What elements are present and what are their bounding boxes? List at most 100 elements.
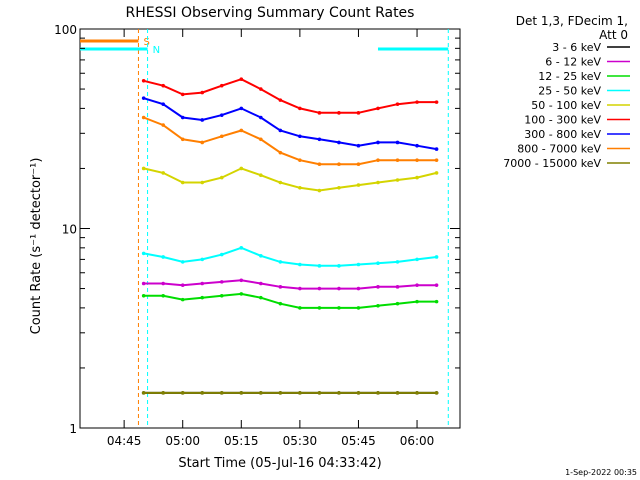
- series-6-point-7: [278, 128, 283, 133]
- series-7-point-4: [219, 134, 224, 139]
- legend-label-6: 300 - 800 keV: [524, 128, 601, 141]
- y-axis: 1 10 100: [54, 23, 460, 436]
- series-7-point-2: [180, 137, 185, 142]
- series-1-point-7: [278, 285, 283, 289]
- series-8-point-1: [161, 391, 165, 395]
- series-2-point-4: [219, 293, 224, 298]
- series-8-point-8: [298, 391, 302, 395]
- series-4-point-8: [298, 185, 302, 190]
- series-4-point-9: [317, 188, 322, 193]
- series-8-point-12: [376, 391, 380, 395]
- legend-label-3: 25 - 50 keV: [538, 85, 601, 98]
- series-6-point-11: [356, 143, 361, 148]
- series-8-point-10: [337, 391, 341, 395]
- series-4-point-7: [278, 180, 283, 185]
- series-6-point-8: [298, 134, 302, 139]
- footer-date: 1-Sep-2022 00:35: [565, 468, 637, 477]
- series-6-point-12: [376, 140, 380, 145]
- series-8-point-14: [415, 391, 419, 395]
- legend-label-5: 100 - 300 keV: [524, 114, 601, 127]
- series-5-point-14: [415, 100, 419, 104]
- series-2-point-1: [161, 293, 165, 298]
- series-2-point-9: [317, 306, 322, 310]
- series-2-point-0: [141, 293, 146, 298]
- y-tick-label-0: 1: [69, 422, 77, 436]
- series-3-point-3: [200, 257, 205, 262]
- series-2-point-3: [200, 295, 205, 300]
- series-1-point-15: [434, 283, 439, 287]
- series-2-point-11: [356, 306, 361, 310]
- series-7-point-13: [395, 158, 400, 162]
- series-7-point-11: [356, 162, 361, 167]
- x-axis: 04:45 05:00 05:15 05:30 05:45 06:00: [107, 29, 434, 448]
- plot-area: SN: [79, 28, 461, 429]
- series-4-point-0: [141, 166, 146, 171]
- series-6-point-5: [239, 106, 244, 111]
- series-4-point-6: [259, 173, 263, 177]
- series-3-point-0: [141, 251, 146, 256]
- series-7-point-1: [161, 123, 165, 127]
- series-5-point-12: [376, 106, 380, 111]
- series-6-point-1: [161, 102, 165, 106]
- series-8-point-3: [200, 391, 205, 395]
- legend-label-2: 12 - 25 keV: [538, 70, 601, 83]
- series-3-point-13: [395, 260, 400, 264]
- series-5-point-7: [278, 98, 283, 102]
- series-4-point-11: [356, 183, 361, 187]
- series-3-point-7: [278, 260, 283, 264]
- x-tick-label-0: 04:45: [107, 434, 142, 448]
- series-2-point-5: [239, 292, 244, 296]
- legend-label-1: 6 - 12 keV: [545, 56, 601, 69]
- x-tick-label-2: 05:15: [224, 434, 259, 448]
- series-5-point-11: [356, 111, 361, 115]
- series-1-point-14: [415, 283, 419, 287]
- series-line-6: [143, 97, 437, 151]
- series-6-point-3: [200, 118, 205, 122]
- legend-label-4: 50 - 100 keV: [531, 99, 601, 112]
- series-2-point-15: [434, 299, 439, 304]
- series-4-point-2: [180, 180, 185, 185]
- series-1-point-0: [141, 281, 146, 286]
- series-4-point-5: [239, 166, 244, 171]
- series-4-point-15: [434, 171, 439, 175]
- series-3-point-10: [337, 264, 341, 268]
- series-line-7: [143, 116, 437, 166]
- series-7-point-9: [317, 162, 322, 167]
- series-7-point-14: [415, 158, 419, 162]
- series-6-point-10: [337, 140, 341, 145]
- series-8-point-11: [356, 391, 361, 395]
- series-4-point-1: [161, 171, 165, 175]
- series-5-point-3: [200, 90, 205, 95]
- series-5-point-4: [219, 83, 224, 88]
- series-8-point-4: [219, 391, 224, 395]
- series-1-point-13: [395, 285, 400, 289]
- series-5-point-5: [239, 77, 244, 82]
- series-3-point-2: [180, 260, 185, 264]
- series-4-point-14: [415, 175, 419, 180]
- series-4-point-3: [200, 180, 205, 185]
- legend-header-line-2: Att 0: [599, 28, 628, 42]
- series-2-point-10: [337, 306, 341, 310]
- series-3-point-9: [317, 264, 322, 268]
- series-line-3: [143, 246, 437, 267]
- series-3-point-4: [219, 252, 224, 257]
- series-5-point-15: [434, 100, 439, 104]
- series-2-point-6: [259, 295, 263, 300]
- series-2-point-13: [395, 301, 400, 306]
- series-1-point-8: [298, 286, 302, 291]
- series-6-point-15: [434, 147, 439, 151]
- series-8-point-0: [141, 391, 146, 395]
- series-5-point-0: [141, 78, 146, 83]
- series-2-point-8: [298, 306, 302, 310]
- series-4-point-13: [395, 178, 400, 182]
- series-line-5: [143, 78, 437, 114]
- series-5-point-13: [395, 102, 400, 106]
- series-8-point-13: [395, 391, 400, 395]
- series-8-point-9: [317, 391, 322, 395]
- series-8-point-7: [278, 391, 283, 395]
- series-1-point-4: [219, 280, 224, 284]
- series-6-point-0: [141, 96, 146, 100]
- series-line-2: [143, 292, 437, 309]
- series-8-point-2: [180, 391, 185, 395]
